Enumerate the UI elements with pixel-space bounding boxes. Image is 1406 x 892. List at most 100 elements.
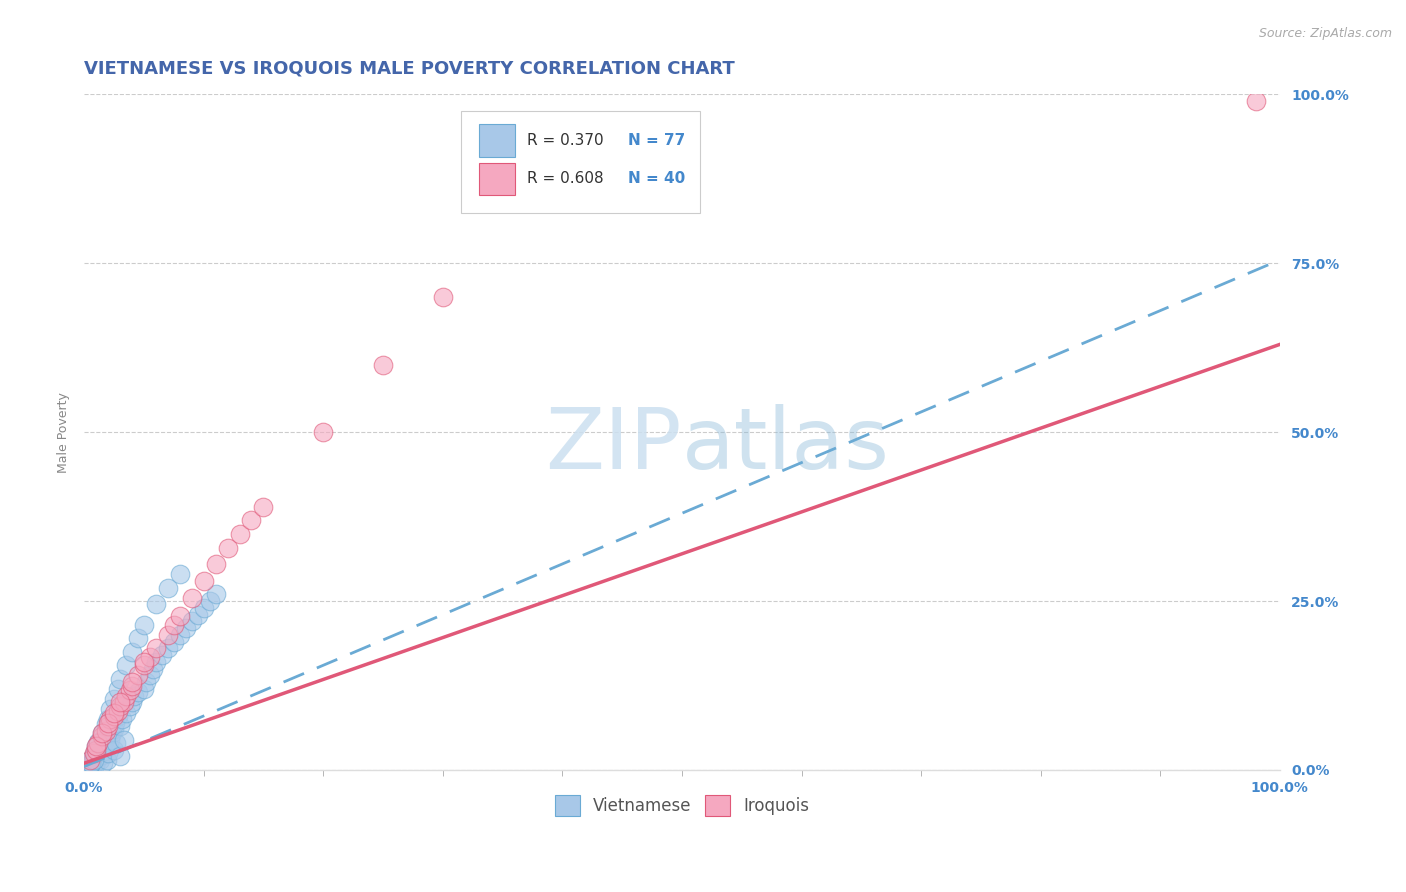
Point: [87, 746, 110, 760]
Point: [312, 425, 335, 440]
Point: [1244, 94, 1267, 108]
Point: [97, 715, 120, 730]
Text: N = 40: N = 40: [628, 171, 685, 186]
Point: [371, 358, 394, 372]
Point: [83, 753, 105, 767]
Point: [111, 712, 134, 726]
Point: [84, 749, 107, 764]
Point: [91, 726, 114, 740]
Point: [103, 723, 125, 737]
Point: [127, 632, 149, 646]
Y-axis label: Male Poverty: Male Poverty: [58, 392, 70, 473]
Point: [100, 702, 122, 716]
Point: [127, 685, 149, 699]
Point: [79, 758, 101, 772]
Point: [77, 759, 100, 773]
Point: [135, 675, 157, 690]
Point: [228, 526, 250, 541]
Point: [163, 634, 186, 648]
Point: [97, 712, 120, 726]
Point: [91, 748, 114, 763]
Point: [82, 756, 104, 771]
Point: [115, 706, 138, 720]
Point: [139, 668, 162, 682]
Point: [84, 739, 107, 754]
Point: [80, 756, 103, 771]
Text: atlas: atlas: [682, 404, 890, 487]
Point: [108, 749, 131, 764]
FancyBboxPatch shape: [461, 112, 700, 212]
Point: [432, 290, 454, 304]
Point: [132, 617, 155, 632]
Point: [97, 746, 120, 760]
Point: [163, 617, 186, 632]
Point: [204, 587, 226, 601]
Legend: Vietnamese, Iroquois: Vietnamese, Iroquois: [548, 789, 815, 822]
Point: [174, 621, 197, 635]
Point: [112, 732, 135, 747]
Point: [121, 675, 143, 690]
Point: [94, 736, 117, 750]
Point: [79, 753, 101, 767]
Point: [145, 655, 167, 669]
Point: [100, 732, 122, 747]
Point: [139, 649, 162, 664]
Point: [94, 717, 117, 731]
Point: [79, 759, 101, 773]
Bar: [478, 124, 515, 157]
Point: [90, 743, 112, 757]
Point: [118, 683, 141, 698]
Text: N = 77: N = 77: [628, 133, 685, 148]
Point: [156, 641, 179, 656]
Point: [108, 698, 131, 713]
Point: [132, 658, 155, 673]
Text: ZIP: ZIP: [546, 404, 682, 487]
Point: [107, 681, 129, 696]
Point: [115, 689, 138, 703]
Point: [107, 709, 129, 723]
Point: [103, 692, 125, 706]
Point: [91, 726, 114, 740]
Point: [83, 753, 105, 767]
Point: [97, 719, 120, 733]
Point: [169, 628, 191, 642]
Point: [193, 600, 215, 615]
Point: [80, 755, 103, 769]
Point: [83, 744, 105, 758]
Point: [97, 729, 120, 743]
Point: [145, 641, 167, 656]
Point: [86, 751, 108, 765]
Point: [150, 648, 173, 662]
Point: [87, 734, 110, 748]
Point: [77, 757, 100, 772]
Point: [96, 753, 118, 767]
Point: [91, 756, 114, 771]
Point: [124, 689, 146, 703]
Point: [121, 645, 143, 659]
Point: [82, 751, 104, 765]
Point: [108, 672, 131, 686]
Point: [169, 609, 191, 624]
Point: [198, 594, 221, 608]
Text: R = 0.370: R = 0.370: [526, 133, 603, 148]
Point: [240, 513, 263, 527]
Point: [112, 695, 135, 709]
Text: Source: ZipAtlas.com: Source: ZipAtlas.com: [1258, 27, 1392, 40]
Point: [180, 591, 202, 605]
Bar: [478, 162, 515, 195]
Point: [84, 755, 107, 769]
Point: [83, 748, 105, 763]
Point: [121, 695, 143, 709]
Point: [156, 628, 179, 642]
Point: [252, 500, 274, 514]
Point: [76, 761, 98, 775]
Point: [84, 743, 107, 757]
Point: [91, 729, 114, 743]
Point: [103, 709, 125, 723]
Point: [121, 679, 143, 693]
Point: [103, 743, 125, 757]
Point: [132, 681, 155, 696]
Point: [103, 706, 125, 720]
Point: [100, 712, 122, 726]
Point: [89, 753, 111, 767]
